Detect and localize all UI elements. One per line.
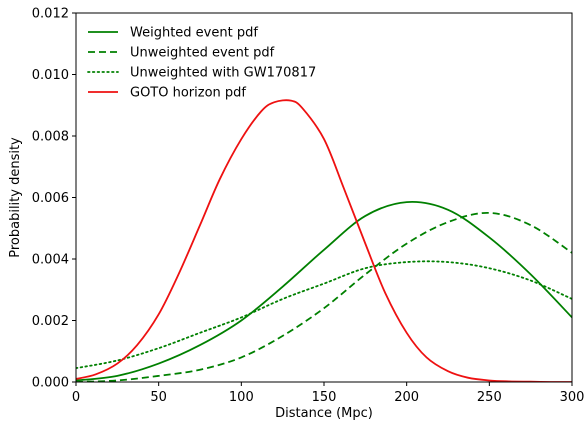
x-axis-ticks: 0 50 100 150 200 250 300 <box>72 382 585 405</box>
y-tick-label: 0.008 <box>32 130 69 145</box>
y-tick-label: 0.002 <box>32 314 69 329</box>
x-tick-label: 100 <box>229 390 254 405</box>
legend-label-4: GOTO horizon pdf <box>130 86 246 101</box>
series-line-4 <box>76 99 572 382</box>
x-axis-label: Distance (Mpc) <box>275 406 373 421</box>
y-tick-label: 0.010 <box>32 68 69 83</box>
legend-label-1: Weighted event pdf <box>130 26 258 41</box>
legend: Weighted event pdf Unweighted event pdf Un… <box>87 26 316 101</box>
x-tick-label: 300 <box>560 390 585 405</box>
series-line-1 <box>76 201 572 382</box>
series-line-2 <box>76 211 572 382</box>
y-tick-label: 0.006 <box>32 191 69 206</box>
x-tick-label: 200 <box>394 390 419 405</box>
legend-label-2: Unweighted event pdf <box>130 46 275 61</box>
y-tick-label: 0.004 <box>32 253 69 268</box>
plot-lines <box>76 99 572 382</box>
x-tick-label: 50 <box>150 390 167 405</box>
y-tick-label: 0.000 <box>32 376 69 391</box>
x-tick-label: 150 <box>312 390 337 405</box>
legend-label-3: Unweighted with GW170817 <box>130 66 316 81</box>
y-axis-ticks: 0.000 0.002 0.004 0.006 0.008 0.010 0.012 <box>32 7 76 391</box>
y-axis-label: Probability density <box>8 137 23 258</box>
y-tick-label: 0.012 <box>32 7 69 22</box>
series-line-3 <box>76 260 572 370</box>
x-tick-label: 0 <box>72 390 80 405</box>
x-tick-label: 250 <box>477 390 502 405</box>
